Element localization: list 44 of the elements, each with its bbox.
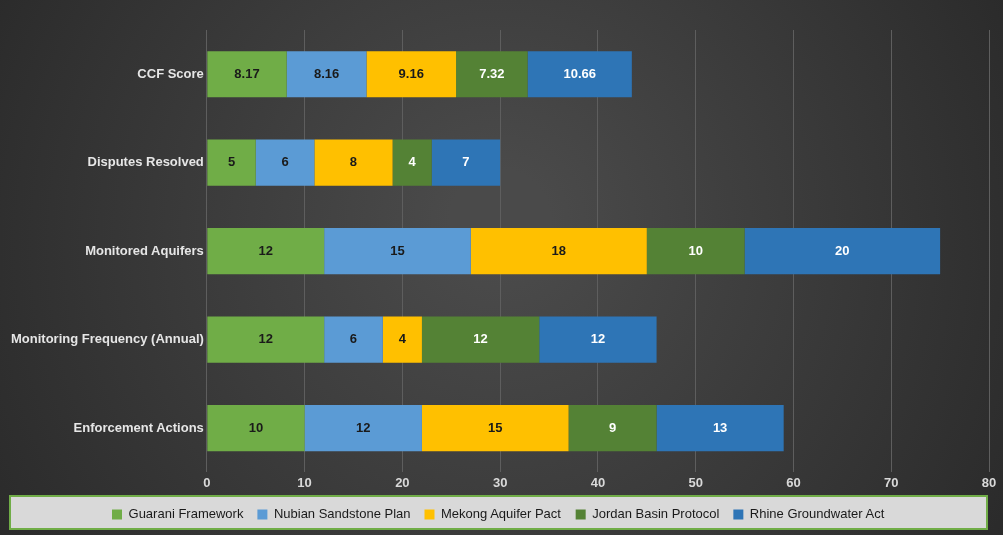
data-label: 10.66	[563, 65, 596, 81]
legend-label: Nubian Sandstone Plan	[273, 506, 411, 522]
data-label: 6	[281, 154, 289, 170]
legend-label: Rhine Groundwater Act	[749, 506, 885, 522]
data-label: 8.16	[313, 65, 340, 81]
y-tick-label: Disputes Resolved	[87, 154, 204, 170]
y-tick-label: CCF Score	[137, 65, 204, 81]
data-label: 13	[712, 419, 728, 435]
data-label: 9.16	[398, 65, 424, 81]
data-label: 6	[349, 331, 358, 347]
data-label: 12	[258, 331, 273, 347]
data-label: 20	[835, 242, 850, 258]
x-tick-label: 0	[203, 474, 211, 490]
data-label: 10	[248, 419, 264, 435]
legend-label: Mekong Aquifer Pact	[440, 506, 562, 522]
data-label: 7	[462, 154, 470, 170]
x-tick-label: 60	[786, 474, 801, 490]
x-tick-label: 70	[883, 474, 899, 490]
data-label: 12	[590, 331, 606, 347]
x-tick-label: 30	[492, 474, 508, 490]
data-label: 4	[398, 331, 407, 347]
data-label: 12	[473, 331, 488, 347]
data-label: 5	[227, 154, 236, 170]
x-tick-label: 10	[297, 474, 312, 490]
y-tick-label: Enforcement Actions	[73, 419, 204, 435]
data-label: 7.32	[479, 65, 505, 81]
x-tick-label: 50	[688, 474, 703, 490]
data-label: 15	[488, 419, 503, 435]
data-label: 12	[356, 419, 371, 435]
data-label: 10	[688, 242, 703, 258]
data-label: 8	[349, 154, 358, 170]
y-tick-label: Monitored Aquifers	[85, 242, 204, 258]
x-tick-label: 40	[590, 474, 606, 490]
data-label: 4	[408, 154, 417, 170]
x-tick-label: 20	[395, 474, 410, 490]
legend-label: Guarani Framework	[128, 506, 244, 522]
data-label: 15	[390, 242, 405, 258]
data-label: 8.17	[234, 65, 260, 81]
y-tick-label: Monitoring Frequency (Annual)	[10, 331, 204, 347]
data-label: 9	[608, 419, 617, 435]
legend-label: Jordan Basin Protocol	[592, 506, 720, 522]
x-tick-label: 80	[981, 474, 997, 490]
data-label: 12	[258, 242, 273, 258]
data-label: 18	[551, 242, 567, 258]
